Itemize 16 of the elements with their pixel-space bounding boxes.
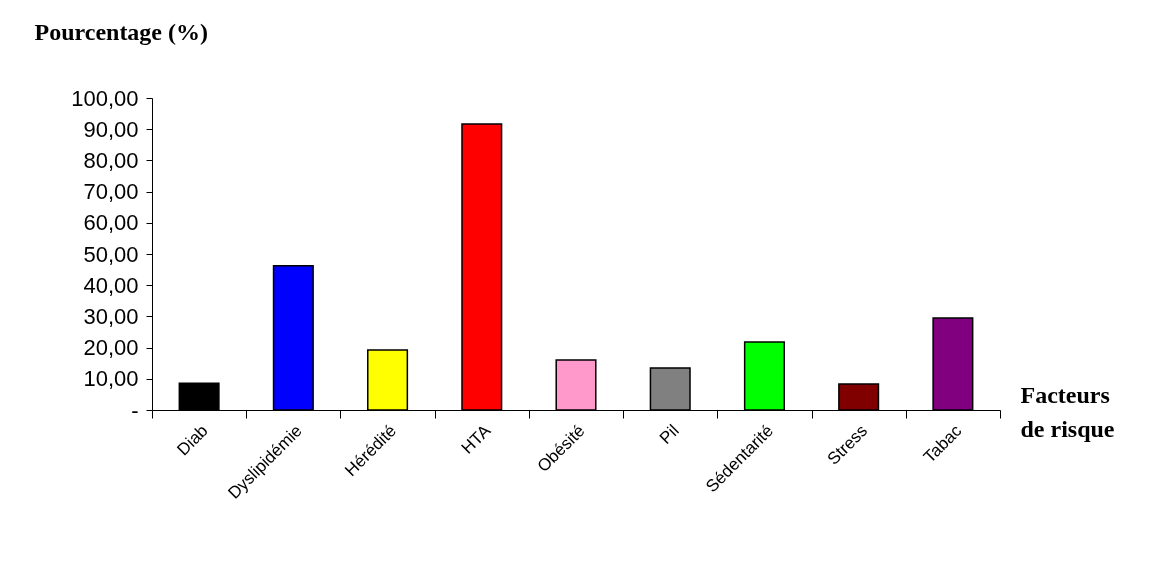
y-tick-label: 100,00 [71,85,139,111]
y-tick-label: - [131,397,139,423]
x-tick-label: Pil [655,421,683,448]
x-tick-label: Diab [173,421,212,460]
y-tick-label: 90,00 [83,116,139,142]
y-tick-label: 40,00 [83,272,139,298]
y-tick-label: 10,00 [83,366,139,392]
x-axis-title: Facteurs de risque [1020,381,1115,442]
y-tick-label: 70,00 [83,179,139,205]
x-tick-label: HTA [457,420,495,458]
y-tick-label: 80,00 [83,147,139,173]
y-tick-label: 30,00 [83,303,139,329]
y-tick-label: 50,00 [83,241,139,267]
y-axis-title: Pourcentage (%) [34,18,209,45]
y-tick-label: 20,00 [83,335,139,361]
y-tick-label: 60,00 [83,210,139,236]
